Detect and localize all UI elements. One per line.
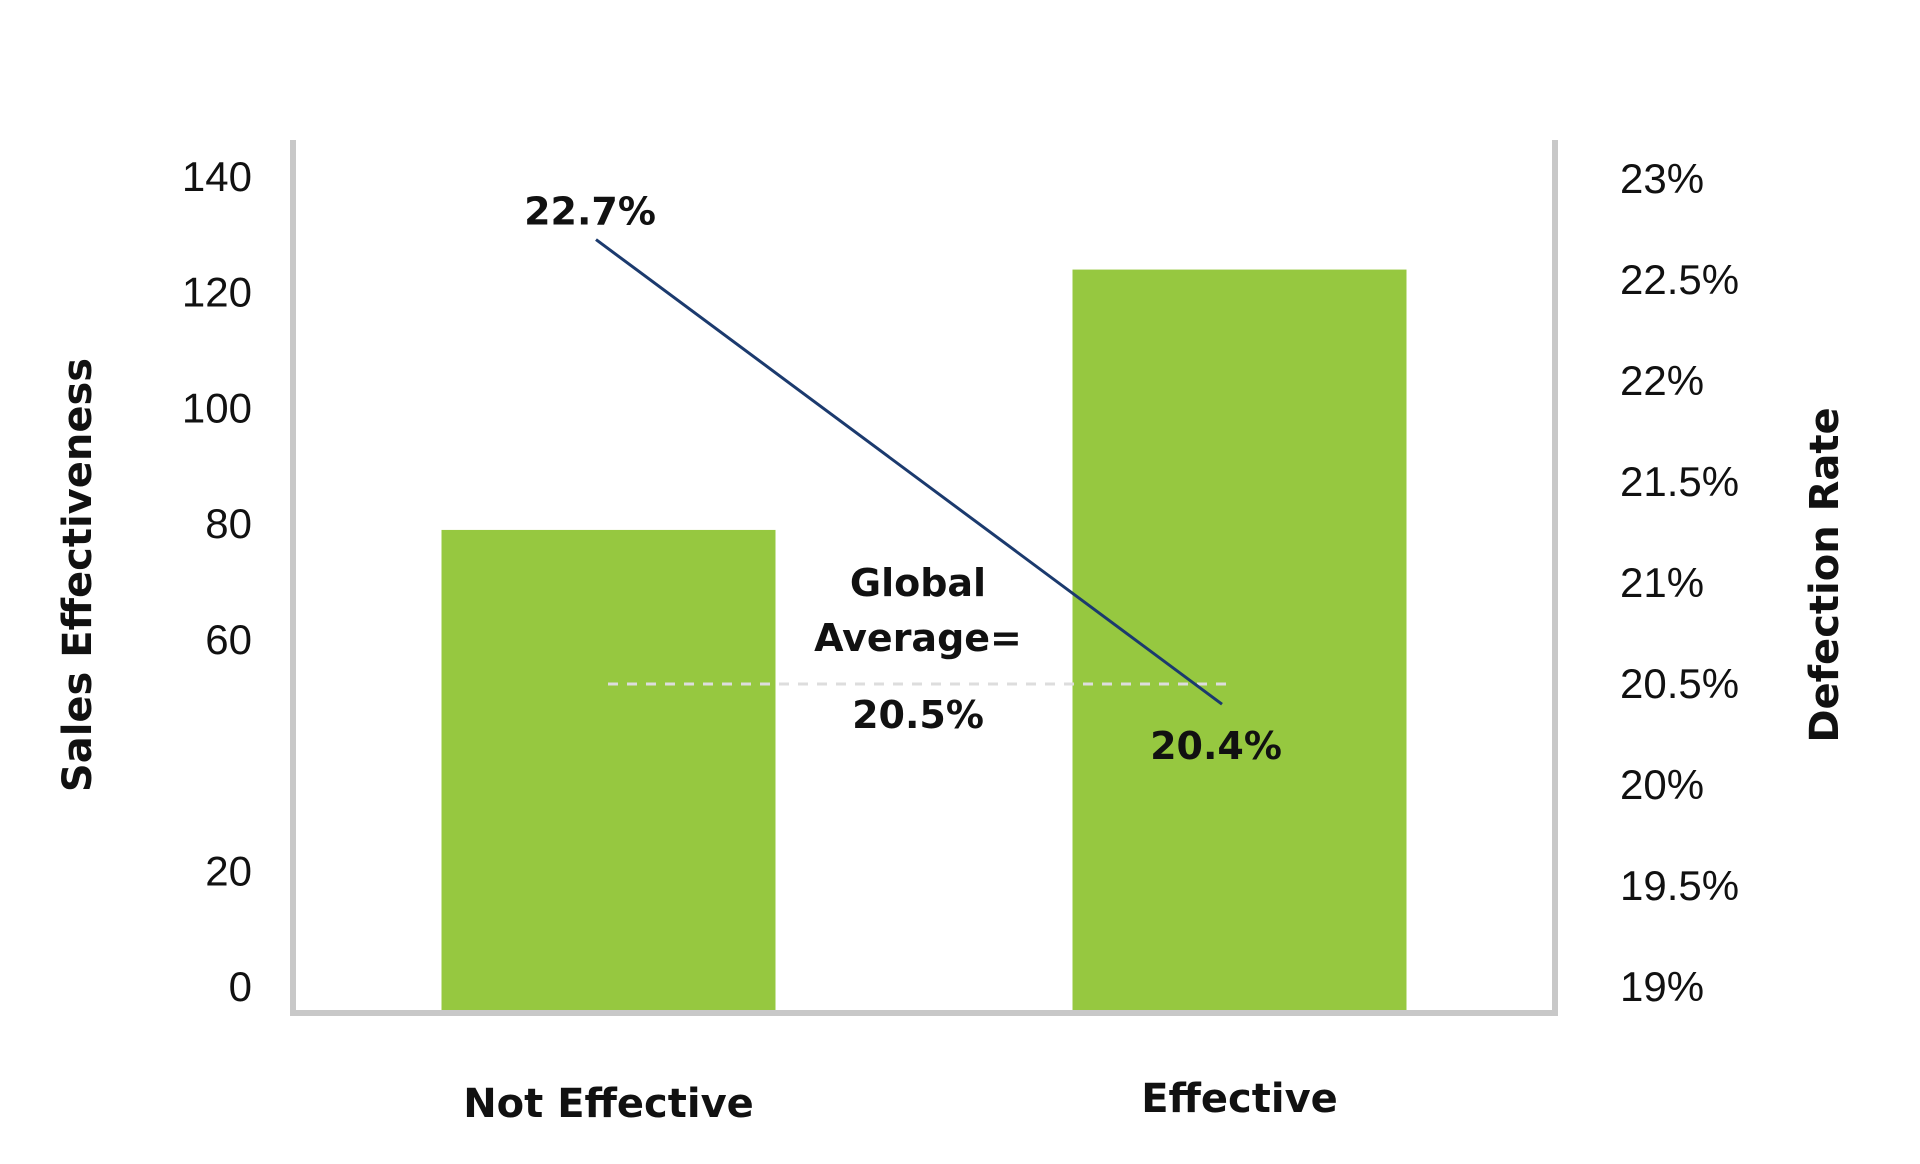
left-axis-ticks: 0 20 60 80 100 120 140	[182, 153, 252, 1010]
right-tick-label: 19%	[1620, 963, 1704, 1010]
left-axis-title: Sales Effectiveness	[55, 358, 101, 792]
global-average-label-line-1: Global	[850, 561, 986, 605]
left-tick-label: 80	[205, 500, 252, 547]
category-labels: Not Effective Effective	[463, 1076, 1338, 1127]
bar	[1072, 269, 1407, 1011]
global-average-value: 20.5%	[852, 693, 984, 737]
global-average-annotation: Global Average= 20.5%	[814, 561, 1022, 737]
right-tick-label: 20.5%	[1620, 660, 1739, 707]
right-tick-label: 21.5%	[1620, 458, 1739, 505]
right-tick-label: 22.5%	[1620, 256, 1739, 303]
right-axis-title: Defection Rate	[1802, 407, 1848, 742]
category-label: Effective	[1141, 1076, 1338, 1122]
right-tick-label: 22%	[1620, 357, 1704, 404]
line-series: 22.7% 20.4%	[524, 190, 1282, 769]
right-tick-label: 21%	[1620, 559, 1704, 606]
right-axis-ticks: 19% 19.5% 20% 20.5% 21% 21.5% 22% 22.5% 23%	[1620, 155, 1739, 1010]
line-data-label: 20.4%	[1150, 724, 1282, 768]
right-tick-label: 20%	[1620, 761, 1704, 808]
left-tick-label: 60	[205, 616, 252, 663]
category-label: Not Effective	[463, 1081, 754, 1127]
global-average-label-line-2: Average=	[814, 616, 1022, 660]
right-tick-label: 23%	[1620, 155, 1704, 202]
left-tick-label: 100	[182, 384, 252, 431]
axes	[290, 140, 1558, 1016]
left-tick-label: 20	[205, 847, 252, 894]
left-tick-label: 120	[182, 269, 252, 316]
left-tick-label: 140	[182, 153, 252, 200]
right-tick-label: 19.5%	[1620, 862, 1739, 909]
bar-series	[441, 269, 1407, 1011]
bar	[441, 529, 776, 1010]
line-data-label: 22.7%	[524, 190, 656, 234]
left-tick-label: 0	[229, 963, 252, 1010]
defection-rate-line	[595, 238, 1223, 706]
